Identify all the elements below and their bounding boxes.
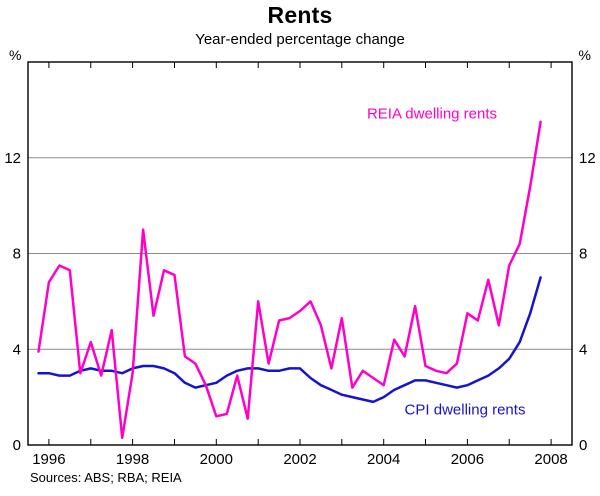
x-tick-label: 2000	[200, 451, 233, 468]
y-tick-label-left: 0	[13, 437, 21, 454]
sources-footnote: Sources: ABS; RBA; REIA	[30, 470, 182, 485]
y-axis-unit-left: %	[9, 47, 22, 63]
y-tick-label-right: 12	[579, 150, 596, 167]
series-line-0	[37, 120, 542, 440]
y-tick-label-left: 4	[13, 341, 21, 358]
x-tick-label: 2002	[283, 451, 316, 468]
x-tick-label: 1996	[32, 451, 65, 468]
x-tick-label: 1998	[116, 451, 149, 468]
plot-border	[27, 61, 573, 446]
x-tick-label: 2004	[367, 451, 400, 468]
series-line-1	[37, 276, 542, 404]
y-axis-unit-right: %	[578, 47, 591, 63]
series-label-cpi-dwelling-rents: CPI dwelling rents	[404, 401, 526, 419]
chart-subtitle: Year-ended percentage change	[195, 31, 405, 48]
y-tick-label-left: 8	[13, 246, 21, 263]
y-tick-label-left: 12	[4, 150, 21, 167]
x-tick-label: 2008	[534, 451, 567, 468]
y-tick-label-right: 8	[579, 246, 587, 263]
y-tick-label-right: 4	[579, 341, 587, 358]
y-tick-label-right: 0	[579, 437, 587, 454]
chart-title: Rents	[267, 2, 333, 28]
series-label-reia-dwelling-rents: REIA dwelling rents	[366, 105, 498, 123]
x-tick-label: 2006	[451, 451, 484, 468]
